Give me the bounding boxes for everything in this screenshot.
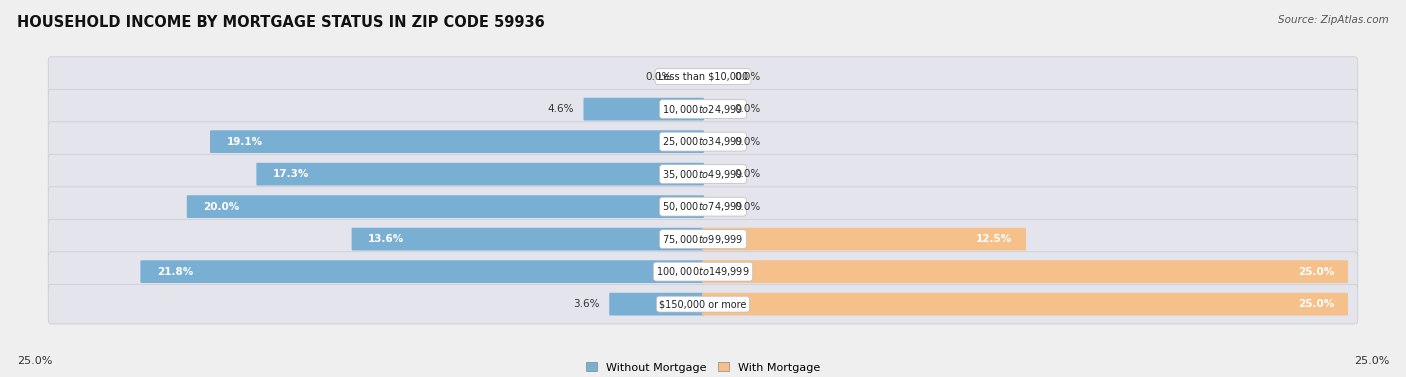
Text: $10,000 to $24,999: $10,000 to $24,999: [662, 103, 744, 116]
FancyBboxPatch shape: [48, 219, 1358, 259]
Text: $150,000 or more: $150,000 or more: [659, 299, 747, 309]
FancyBboxPatch shape: [48, 284, 1358, 324]
Text: 21.8%: 21.8%: [157, 267, 193, 277]
Text: 13.6%: 13.6%: [368, 234, 405, 244]
Text: $50,000 to $74,999: $50,000 to $74,999: [662, 200, 744, 213]
Text: Source: ZipAtlas.com: Source: ZipAtlas.com: [1278, 15, 1389, 25]
Text: HOUSEHOLD INCOME BY MORTGAGE STATUS IN ZIP CODE 59936: HOUSEHOLD INCOME BY MORTGAGE STATUS IN Z…: [17, 15, 544, 30]
FancyBboxPatch shape: [256, 163, 704, 185]
Text: 25.0%: 25.0%: [1354, 356, 1389, 366]
FancyBboxPatch shape: [702, 293, 1348, 316]
FancyBboxPatch shape: [209, 130, 704, 153]
FancyBboxPatch shape: [352, 228, 704, 250]
FancyBboxPatch shape: [141, 260, 704, 283]
Text: 25.0%: 25.0%: [1298, 299, 1334, 309]
Text: 4.6%: 4.6%: [548, 104, 574, 114]
FancyBboxPatch shape: [48, 252, 1358, 291]
FancyBboxPatch shape: [609, 293, 704, 316]
Text: 0.0%: 0.0%: [734, 202, 761, 211]
Legend: Without Mortgage, With Mortgage: Without Mortgage, With Mortgage: [582, 358, 824, 377]
Text: $75,000 to $99,999: $75,000 to $99,999: [662, 233, 744, 246]
Text: 0.0%: 0.0%: [734, 104, 761, 114]
FancyBboxPatch shape: [48, 154, 1358, 194]
Text: 12.5%: 12.5%: [976, 234, 1012, 244]
FancyBboxPatch shape: [583, 98, 704, 121]
Text: 0.0%: 0.0%: [645, 72, 672, 82]
Text: 20.0%: 20.0%: [204, 202, 239, 211]
FancyBboxPatch shape: [48, 187, 1358, 227]
Text: $100,000 to $149,999: $100,000 to $149,999: [657, 265, 749, 278]
FancyBboxPatch shape: [48, 57, 1358, 97]
Text: 25.0%: 25.0%: [17, 356, 52, 366]
Text: 17.3%: 17.3%: [273, 169, 309, 179]
FancyBboxPatch shape: [702, 228, 1026, 250]
Text: 25.0%: 25.0%: [1298, 267, 1334, 277]
Text: $25,000 to $34,999: $25,000 to $34,999: [662, 135, 744, 148]
Text: $35,000 to $49,999: $35,000 to $49,999: [662, 168, 744, 181]
Text: 0.0%: 0.0%: [734, 136, 761, 147]
Text: 0.0%: 0.0%: [734, 72, 761, 82]
FancyBboxPatch shape: [702, 260, 1348, 283]
Text: Less than $10,000: Less than $10,000: [658, 72, 748, 82]
FancyBboxPatch shape: [48, 122, 1358, 161]
FancyBboxPatch shape: [48, 89, 1358, 129]
Text: 19.1%: 19.1%: [226, 136, 263, 147]
FancyBboxPatch shape: [187, 195, 704, 218]
Text: 0.0%: 0.0%: [734, 169, 761, 179]
Text: 3.6%: 3.6%: [574, 299, 600, 309]
